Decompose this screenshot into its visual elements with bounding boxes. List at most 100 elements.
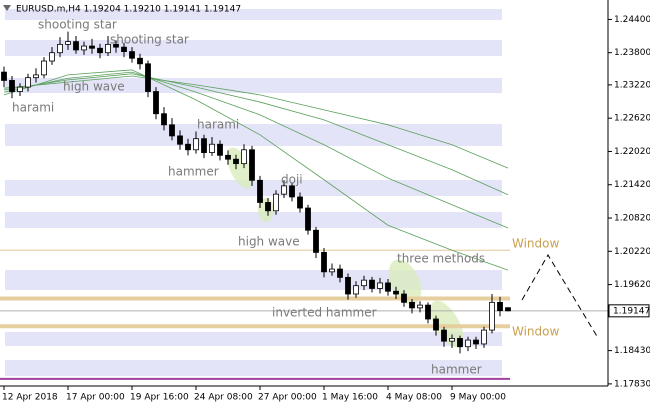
axes: 1.24400 1.23800 1.23220 1.22620 1.22020 1.214… xyxy=(2,15,650,403)
candle-body xyxy=(417,304,423,309)
candle-body xyxy=(121,46,127,52)
candle-body xyxy=(1,71,7,81)
candle-body xyxy=(481,329,487,345)
candle-body xyxy=(289,185,295,198)
y-tick-label: 1.17830 xyxy=(614,379,650,389)
candle-body xyxy=(97,47,103,54)
x-tick-label: 24 Apr 08:00 xyxy=(194,393,253,403)
candle-body xyxy=(393,290,399,295)
candle-body xyxy=(153,91,159,115)
candle-body xyxy=(9,80,15,92)
moving-average xyxy=(3,73,509,196)
moving-average xyxy=(3,75,509,169)
y-tick-label: 1.20220 xyxy=(614,247,650,257)
y-tick-label: 1.19620 xyxy=(614,280,650,290)
candle-body xyxy=(49,52,55,62)
candle-body xyxy=(497,301,503,312)
candle-body xyxy=(193,138,199,151)
annotation: hammer xyxy=(168,165,219,179)
candle-body xyxy=(257,179,263,203)
annotation: harami xyxy=(197,118,239,132)
annotation: high wave xyxy=(63,80,125,94)
candle-body xyxy=(169,124,175,137)
candle-body xyxy=(41,60,47,76)
candle-body xyxy=(313,229,319,253)
candle-body xyxy=(225,154,231,160)
candle-body xyxy=(385,282,391,292)
candle-body xyxy=(441,329,447,342)
moving-averages xyxy=(3,69,509,271)
candle-body xyxy=(369,279,375,289)
candle-body xyxy=(161,113,167,126)
candle-body xyxy=(329,268,335,273)
projection xyxy=(521,254,599,339)
candle-body xyxy=(449,338,455,342)
candle-body xyxy=(409,301,415,309)
y-tick-label: 1.22620 xyxy=(614,114,650,124)
candle-body xyxy=(305,207,311,231)
candle-body xyxy=(65,41,71,45)
annotation: harami xyxy=(12,101,54,115)
candle-body xyxy=(321,252,327,273)
candle-body xyxy=(17,86,23,92)
annotation: three methods xyxy=(397,252,485,266)
candle-body xyxy=(201,138,207,153)
candle-body xyxy=(89,45,95,49)
candle-body xyxy=(281,185,287,195)
y-tick-label: 1.20820 xyxy=(614,214,650,224)
candle-body xyxy=(57,43,63,54)
candle-body xyxy=(361,279,367,287)
candle-body xyxy=(337,268,343,278)
candles xyxy=(1,31,511,354)
candle-body xyxy=(353,285,359,295)
candle-body xyxy=(273,193,279,212)
annotation: doji xyxy=(281,173,303,187)
symbol-icon xyxy=(3,5,11,11)
moving-average xyxy=(3,71,509,229)
candle-body xyxy=(129,51,135,59)
x-tick-label: 9 May 00:00 xyxy=(450,393,506,403)
x-tick-label: 27 Apr 00:00 xyxy=(258,393,317,403)
candle-body xyxy=(113,43,119,48)
annotation: high wave xyxy=(238,235,300,249)
background-stripes xyxy=(5,9,502,376)
candle-body xyxy=(457,338,463,348)
candle-body xyxy=(217,143,223,156)
candle-body xyxy=(25,77,31,88)
price-label: 1.19147 xyxy=(613,306,650,316)
candle-body xyxy=(425,304,431,320)
x-tick-label: 4 May 08:00 xyxy=(386,393,442,403)
candle-body xyxy=(345,276,351,295)
price-label-box xyxy=(608,304,650,318)
candle-body xyxy=(81,45,87,51)
candle-body xyxy=(105,43,111,54)
moving-average xyxy=(3,69,509,271)
levels xyxy=(0,249,608,380)
candle-body xyxy=(185,143,191,151)
candle-body xyxy=(33,74,39,79)
candle-body xyxy=(377,282,383,289)
candle-body xyxy=(505,307,511,312)
candle-body xyxy=(465,339,471,348)
candle-body xyxy=(433,318,439,331)
y-tick-label: 1.22020 xyxy=(614,147,650,157)
annotation: shooting star xyxy=(38,18,117,32)
candle-body xyxy=(209,143,215,153)
x-tick-label: 12 Apr 2018 xyxy=(2,393,58,403)
y-tick-label: 1.18430 xyxy=(614,346,650,356)
annotation: hammer xyxy=(431,363,482,377)
annotation: Window xyxy=(512,237,560,251)
candle-body xyxy=(177,135,183,145)
annotation: shooting star xyxy=(110,33,189,47)
candle-body xyxy=(249,149,255,181)
candle-body xyxy=(137,57,143,65)
x-tick-label: 1 May 16:00 xyxy=(322,393,378,403)
y-tick-label: 1.21420 xyxy=(614,180,650,190)
candle-body xyxy=(73,41,79,51)
candle-body xyxy=(401,293,407,303)
candle-body xyxy=(489,301,495,331)
annotation: Window xyxy=(512,325,560,339)
candle-body xyxy=(473,339,479,345)
y-tick-label: 1.23220 xyxy=(614,80,650,90)
